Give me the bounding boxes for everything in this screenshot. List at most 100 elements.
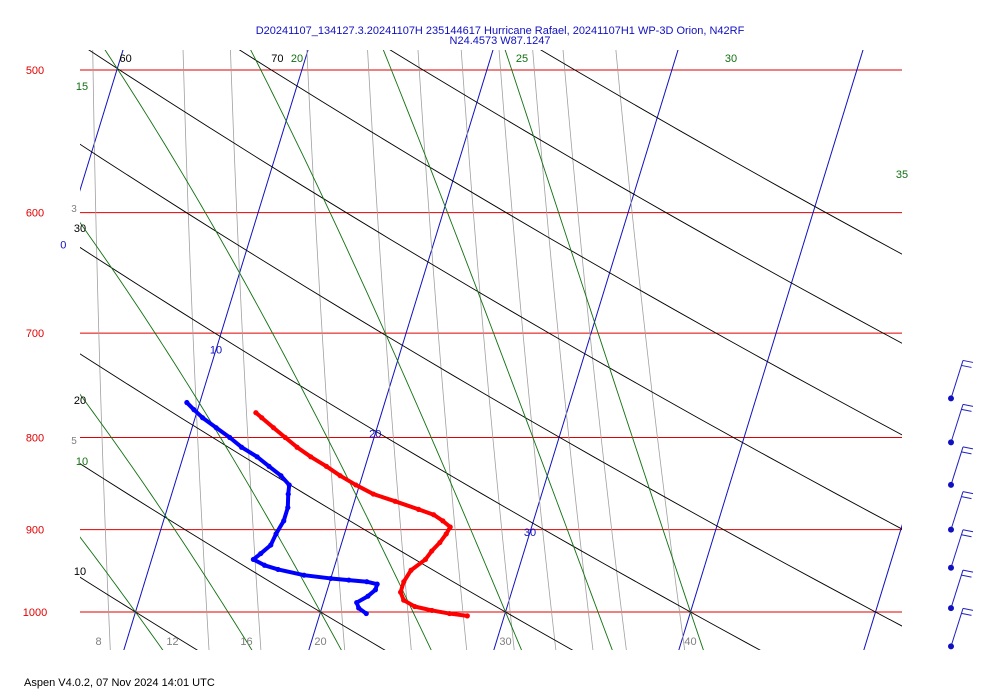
wind-barb-4 (948, 529, 974, 571)
dry-adiabat-30 (80, 353, 574, 650)
dewpoint-profile-point-1 (356, 605, 362, 611)
dewpoint-profile-point-14 (268, 542, 274, 548)
temperature-profile-point-11 (443, 531, 449, 537)
mixing-ratio-line-10 (182, 50, 210, 650)
temperature-profile-point-24 (270, 425, 277, 431)
isotherm-0 (80, 50, 124, 192)
wind-barb-staff-0 (950, 360, 964, 399)
isotherm-label-20: 20 (369, 429, 381, 441)
temperature-profile-point-18 (353, 482, 359, 488)
isotherm-50 (863, 523, 902, 650)
wind-barb-dot-6 (948, 643, 954, 650)
dry-adiabat-80 (389, 50, 902, 344)
wind-barb-2 (948, 446, 974, 488)
wind-barb-dot-5 (948, 605, 954, 612)
dewpoint-profile-point-7 (346, 577, 352, 583)
dewpoint-profile-point-19 (286, 482, 292, 488)
dewpoint-profile-point-11 (261, 562, 268, 568)
dewpoint-profile-point-27 (191, 407, 197, 413)
bottom-label-30: 30 (499, 636, 511, 648)
mixing-ratio-line-32 (498, 50, 557, 650)
moist-adiabat-20 (80, 221, 342, 650)
wind-barb-dot-0 (948, 395, 954, 402)
moist-adiabat-label-20: 20 (291, 53, 303, 65)
temperature-profile-point-5 (397, 589, 404, 595)
temperature-profile-point-16 (392, 498, 398, 504)
software-footer: Aspen V4.0.2, 07 Nov 2024 14:01 UTC (24, 677, 215, 689)
wind-barb-dot-3 (948, 526, 954, 533)
wind-barb-staff-5 (950, 569, 964, 609)
dewpoint-profile-point-0 (363, 610, 369, 617)
temperature-profile-point-2 (429, 607, 435, 614)
moist-adiabat-15 (80, 393, 253, 650)
temperature-profile-point-19 (337, 473, 343, 479)
mixing-ratio-line-36 (532, 50, 594, 650)
temperature-profile-point-8 (422, 556, 429, 563)
mixing-ratio-line-7 (92, 50, 111, 650)
mixing-ratio-line-5 (10, 5, 21, 672)
isotherm-40 (678, 50, 864, 650)
temperature-profile-point-9 (429, 548, 435, 554)
temperature-profile-point-12 (447, 524, 453, 530)
dry-adiabat-label-30: 30 (74, 223, 86, 235)
dry-adiabat-label-70: 70 (271, 53, 283, 65)
mixing-ratio-line-48 (615, 50, 686, 650)
moist-adiabat-label-15: 15 (76, 81, 88, 93)
moist-adiabat-10 (80, 536, 164, 650)
temperature-profile-point-20 (323, 463, 329, 469)
temperature-profile-point-17 (370, 491, 376, 497)
pressure-label-600: 600 (26, 208, 44, 220)
isotherm-10 (123, 50, 309, 650)
bottom-label-20: 20 (314, 636, 326, 648)
dry-adiabat-label-60: 60 (119, 53, 131, 65)
dewpoint-profile-point-16 (281, 518, 287, 524)
dewpoint-profile-point-15 (273, 531, 279, 537)
pressure-label-1000: 1000 (23, 607, 47, 619)
mixing-ratio-line-28 (460, 50, 515, 650)
dewpoint-profile-point-12 (250, 556, 256, 563)
dewpoint-profile-point-2 (354, 599, 360, 606)
wind-barb-flag-2-0 (962, 446, 974, 450)
wind-barb-1 (948, 403, 974, 446)
dry-adiabat-70 (238, 50, 902, 436)
wind-barb-flag-5-1 (961, 574, 972, 578)
dry-adiabat-label-10: 10 (74, 566, 86, 578)
temperature-profile-point-22 (294, 444, 300, 450)
dewpoint-profile-point-6 (364, 579, 370, 585)
wind-barb-staff-3 (950, 491, 964, 530)
temperature-profile-point-26 (253, 410, 259, 416)
wind-barb-6 (948, 607, 974, 650)
temperature-profile-point-15 (415, 506, 422, 512)
pressure-label-800: 800 (26, 433, 44, 445)
dry-adiabat-60 (88, 50, 902, 530)
dewpoint-profile-point-22 (254, 454, 260, 460)
dewpoint-profile-point-9 (301, 572, 307, 578)
temperature-profile-point-4 (401, 597, 407, 603)
isotherm-30 (493, 50, 679, 650)
chart-subtitle: N24.4573 W87.1247 (449, 35, 551, 47)
mixing-ratio-line-40 (562, 50, 627, 650)
wind-barb-5 (948, 569, 974, 612)
wind-barb-flag-4-0 (962, 529, 974, 533)
wind-barb-3 (948, 491, 974, 533)
isotherm-label-10: 10 (210, 345, 222, 357)
wind-barb-flag-6-0 (962, 607, 974, 611)
wind-barb-staff-6 (950, 608, 964, 647)
pressure-label-900: 900 (26, 525, 44, 537)
mixing-ratio-line-24 (417, 50, 468, 650)
wind-barb-staff-4 (950, 529, 964, 568)
dry-adiabat-90 (540, 50, 902, 255)
temperature-profile-point-6 (401, 579, 407, 585)
dewpoint-profile-point-13 (258, 550, 264, 557)
moist-adiabat-label-25: 25 (516, 53, 528, 65)
wind-barb-flag-0-1 (961, 364, 972, 368)
mixing-ratio-label-3: 3 (71, 204, 77, 215)
dry-adiabat-20 (80, 463, 386, 650)
dry-adiabat-40 (80, 246, 761, 650)
moist-adiabat-25 (104, 50, 432, 650)
mixing-ratio-label-5: 5 (71, 436, 77, 447)
dewpoint-profile-point-17 (285, 504, 291, 511)
dewpoint-profile-point-3 (365, 593, 371, 599)
